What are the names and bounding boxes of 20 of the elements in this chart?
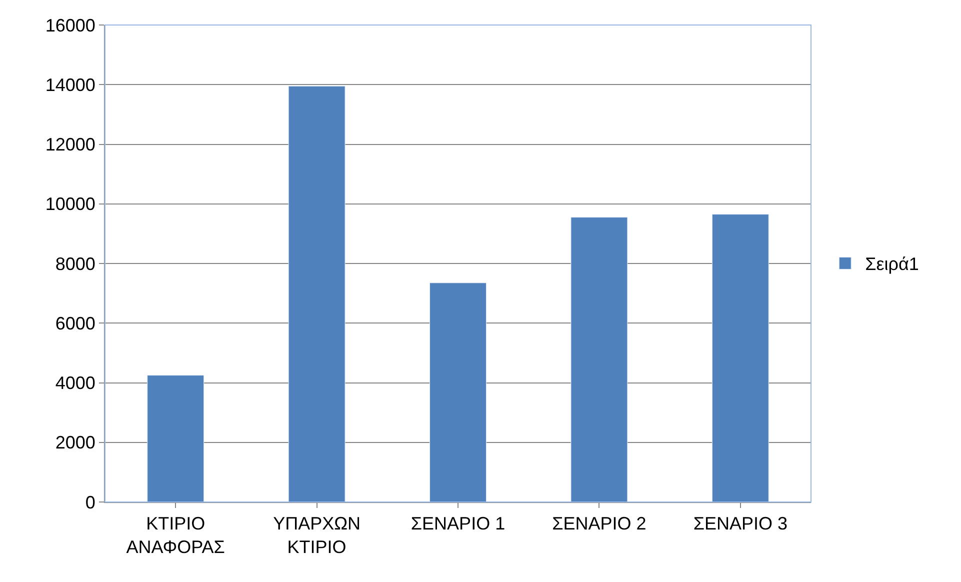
y-tick-label: 14000 bbox=[45, 74, 96, 95]
bar bbox=[570, 217, 628, 502]
y-tick-label: 16000 bbox=[45, 15, 96, 36]
y-tick-label: 4000 bbox=[55, 373, 96, 394]
bar bbox=[288, 86, 346, 502]
y-tick-label: 6000 bbox=[55, 313, 96, 334]
y-tick-label: 2000 bbox=[55, 432, 96, 453]
y-tick-label: 12000 bbox=[45, 134, 96, 155]
bar bbox=[712, 214, 769, 502]
y-tick-label: 10000 bbox=[45, 194, 96, 214]
x-tick-label: ΣΕΝΑΡΙΟ 1 bbox=[410, 514, 506, 534]
bar bbox=[147, 375, 204, 502]
x-tick-label: ΣΕΝΑΡΙΟ 2 bbox=[552, 514, 646, 534]
x-tick-label: ΣΕΝΑΡΙΟ 3 bbox=[693, 514, 788, 534]
legend-label: Σειρά1 bbox=[865, 254, 919, 274]
x-tick-label: ΥΠΑΡΧΩΝ ΚΤΙΡΙΟ bbox=[273, 514, 361, 557]
y-tick-label: 0 bbox=[85, 492, 96, 512]
x-tick-label: ΚΤΙΡΙΟ ΑΝΑΦΟΡΑΣ bbox=[126, 514, 225, 557]
y-tick-label: 8000 bbox=[55, 254, 96, 274]
bar bbox=[430, 282, 486, 502]
